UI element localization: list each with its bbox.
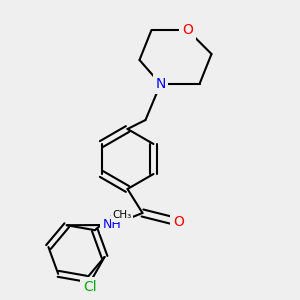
Text: O: O bbox=[182, 23, 193, 37]
Text: O: O bbox=[173, 215, 184, 229]
Text: N: N bbox=[155, 77, 166, 91]
Text: NH: NH bbox=[103, 218, 122, 232]
Text: Cl: Cl bbox=[83, 280, 96, 294]
Text: CH₃: CH₃ bbox=[112, 210, 131, 220]
